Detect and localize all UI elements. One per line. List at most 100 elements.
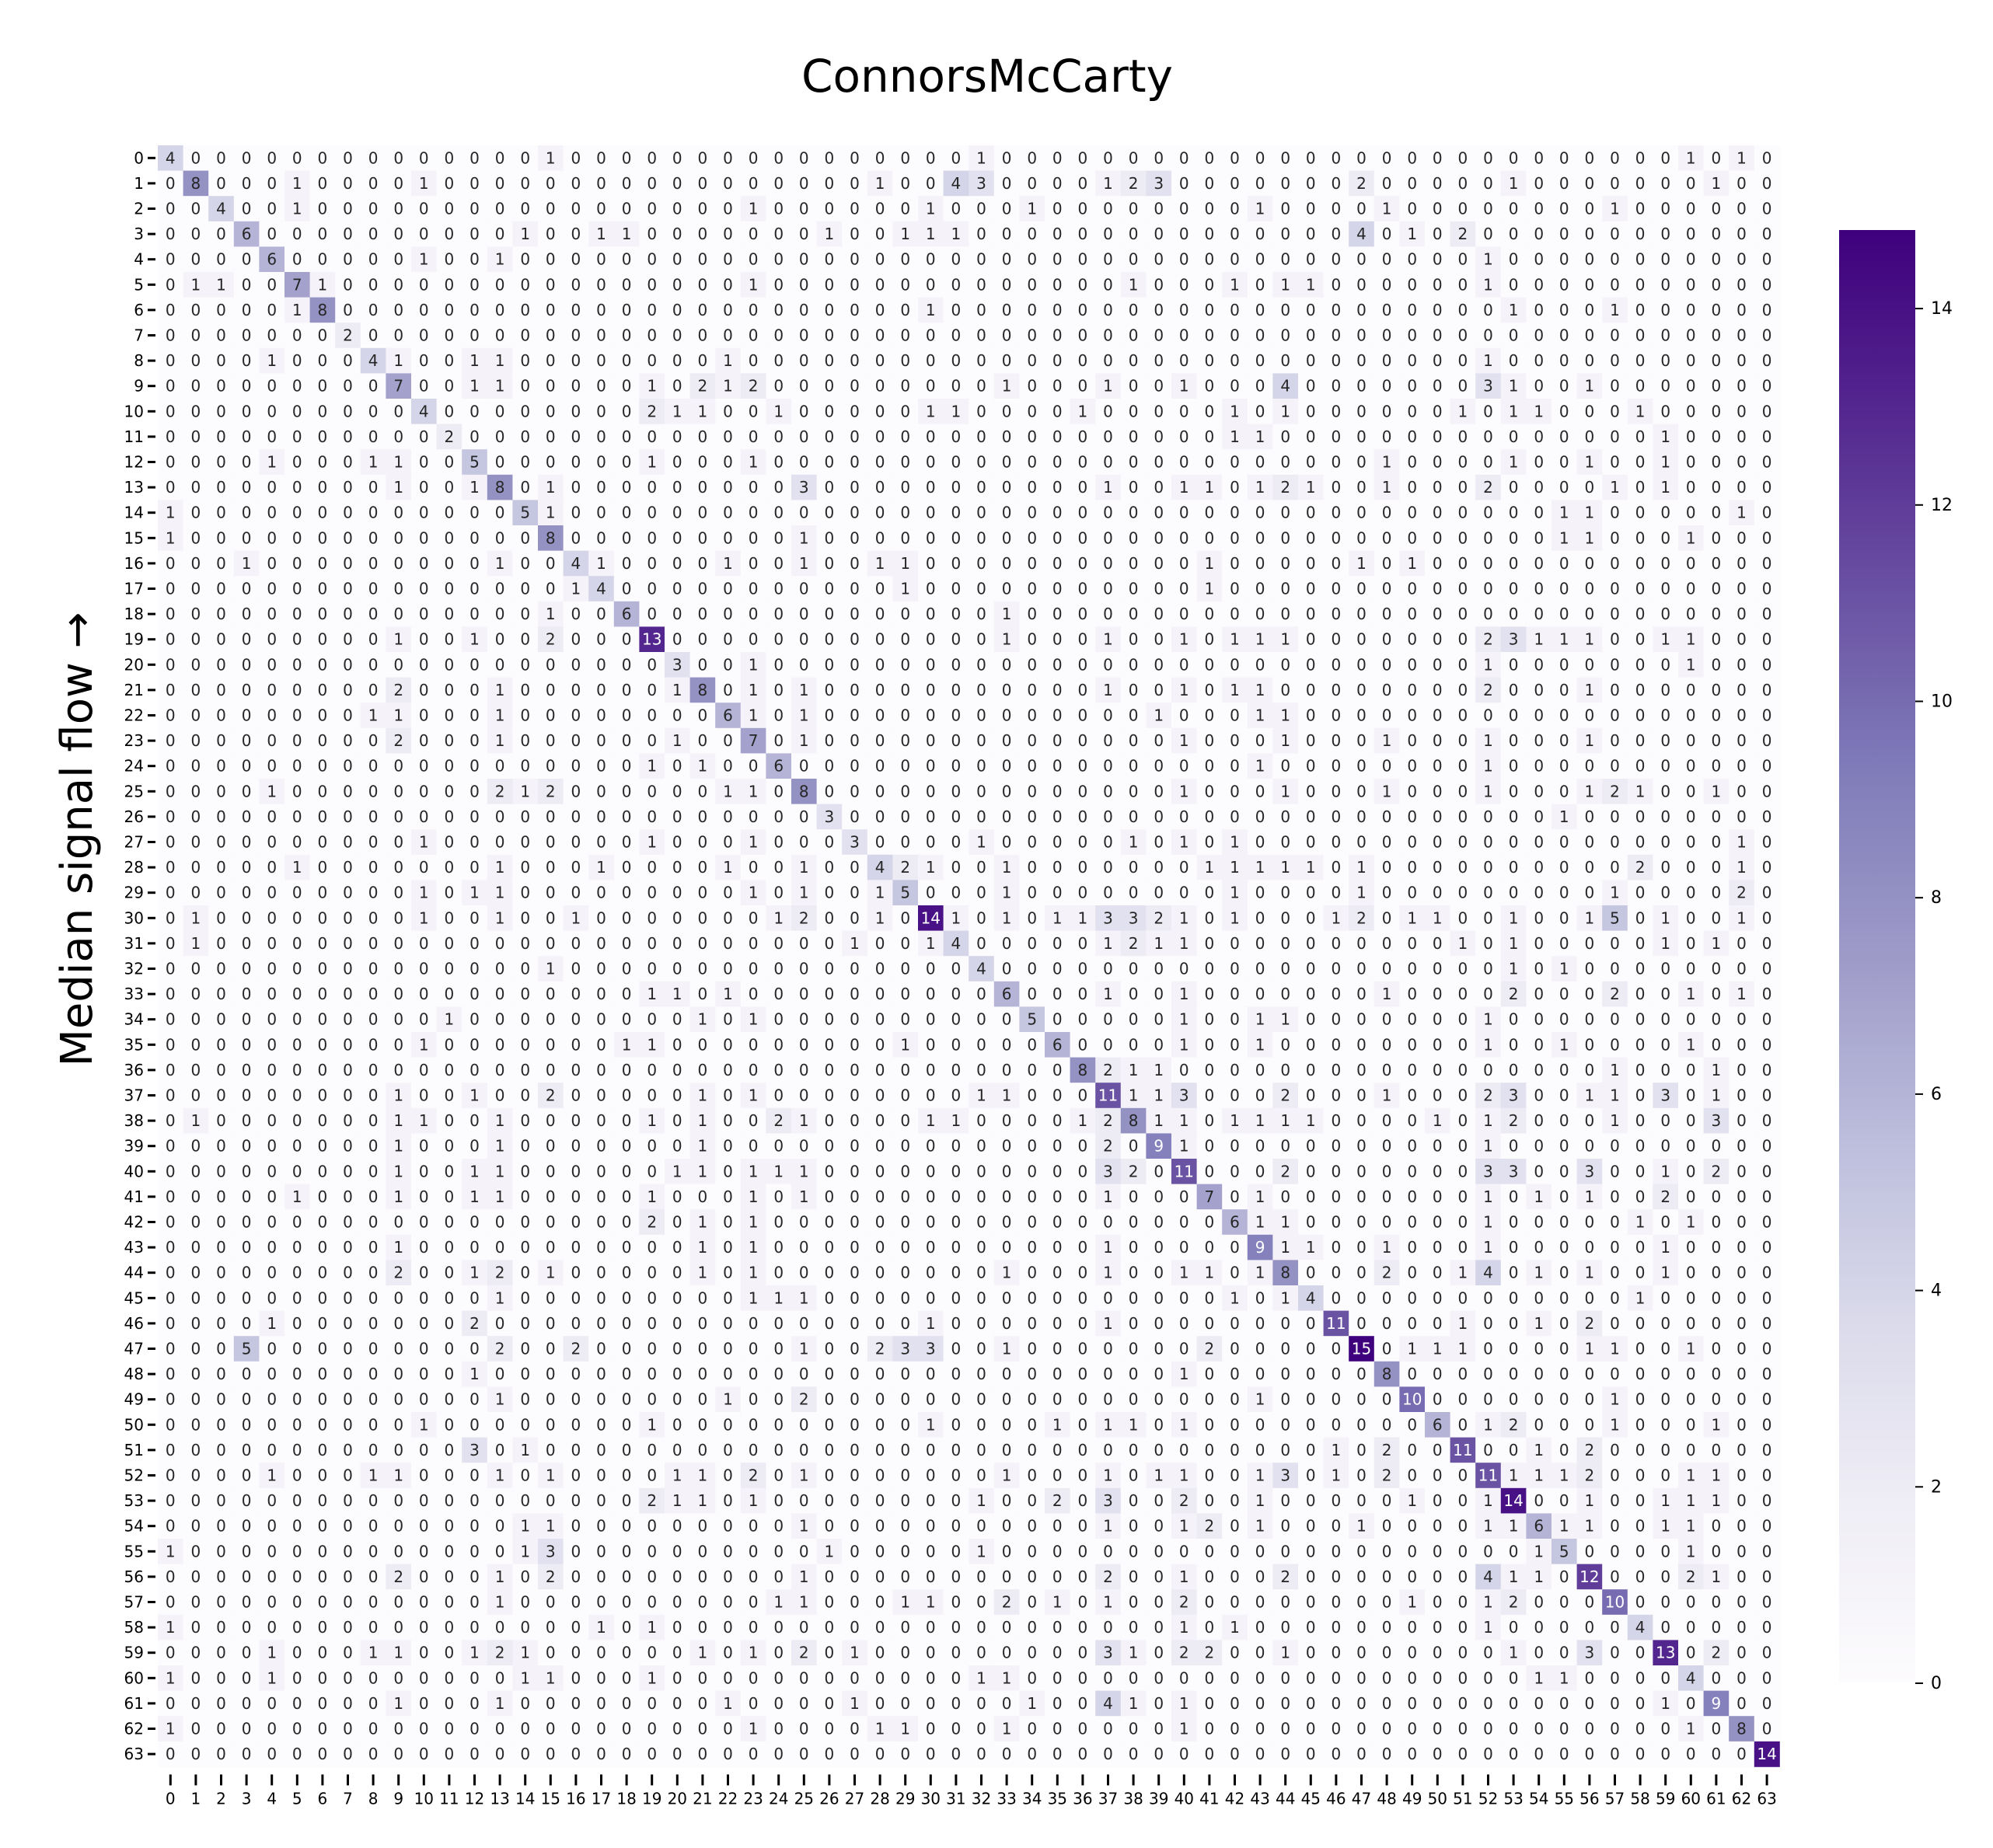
cell-value-label: 0 (1509, 478, 1519, 497)
cell-value-label: 0 (672, 174, 682, 193)
cell-value-label: 0 (1433, 402, 1443, 420)
cell-value-label: 0 (1154, 326, 1164, 345)
cell-value-label: 0 (1129, 250, 1139, 269)
heatmap-cell (1399, 145, 1426, 171)
cell-value-label: 1 (1382, 200, 1392, 218)
heatmap-cell (1602, 196, 1628, 222)
cell-value-label: 1 (875, 174, 885, 193)
cell-value-label: 0 (267, 174, 277, 193)
heatmap-cell (1272, 145, 1299, 171)
cell-value-label: 1 (469, 351, 480, 370)
cell-value-label: 2 (1280, 478, 1290, 497)
cell-value-label: 0 (1458, 478, 1468, 497)
cell-value-label: 0 (1103, 225, 1113, 243)
cell-value-label: 0 (318, 427, 328, 446)
cell-value-label: 0 (1762, 250, 1772, 269)
cell-value-label: 0 (267, 478, 277, 497)
cell-value-label: 0 (1205, 402, 1215, 420)
cell-value-label: 1 (1230, 427, 1240, 446)
cell-value-label: 0 (1382, 250, 1392, 269)
cell-value-label: 0 (1356, 351, 1366, 370)
cell-value-label: 0 (1534, 351, 1544, 370)
cell-value-label: 0 (571, 200, 581, 218)
cell-value-label: 0 (951, 453, 962, 472)
cell-value-label: 0 (1255, 402, 1265, 420)
cell-value-label: 0 (875, 478, 885, 497)
cell-value-label: 0 (1205, 250, 1215, 269)
heatmap-cell (1349, 196, 1375, 222)
cell-value-label: 0 (1356, 377, 1366, 396)
heatmap-cell (512, 221, 539, 247)
cell-value-label: 1 (166, 504, 176, 522)
cell-value-label: 0 (1002, 275, 1012, 294)
cell-value-label: 0 (1433, 250, 1443, 269)
heatmap-cell (1222, 221, 1248, 247)
cell-value-label: 0 (1686, 174, 1696, 193)
cell-value-label: 0 (1078, 250, 1088, 269)
cell-value-label: 0 (1712, 250, 1722, 269)
cell-value-label: 0 (520, 326, 530, 345)
cell-value-label: 0 (1205, 351, 1215, 370)
cell-value-label: 0 (1027, 301, 1037, 319)
cell-value-label: 0 (419, 148, 429, 167)
heatmap-cell (1146, 221, 1172, 247)
cell-value-label: 0 (393, 174, 403, 193)
cell-value-label: 0 (1610, 427, 1620, 446)
cell-value-label: 0 (799, 326, 809, 345)
cell-value-label: 0 (1712, 427, 1722, 446)
cell-value-label: 0 (1306, 453, 1316, 472)
heatmap-cell (1095, 145, 1122, 171)
cell-value-label: 0 (1509, 250, 1519, 269)
cell-value-label: 0 (926, 453, 936, 472)
heatmap-cell (1627, 196, 1653, 222)
cell-value-label: 6 (242, 225, 252, 243)
cell-value-label: 0 (698, 453, 708, 472)
cell-value-label: 0 (1585, 225, 1595, 243)
cell-value-label: 0 (1280, 250, 1290, 269)
cell-value-label: 0 (1660, 351, 1670, 370)
heatmap-cell (563, 145, 589, 171)
cell-value-label: 0 (1205, 148, 1215, 167)
heatmap-cell (1425, 170, 1450, 197)
cell-value-label: 0 (900, 326, 910, 345)
cell-value-label: 1 (1179, 478, 1189, 497)
cell-value-label: 0 (546, 275, 556, 294)
cell-value-label: 0 (1154, 301, 1164, 319)
cell-value-label: 0 (1483, 148, 1493, 167)
cell-value-label: 0 (1534, 301, 1544, 319)
cell-value-label: 0 (1407, 301, 1417, 319)
cell-value-label: 0 (343, 301, 353, 319)
cell-value-label: 1 (1635, 402, 1646, 420)
cell-value-label: 0 (1002, 250, 1012, 269)
cell-value-label: 0 (1712, 225, 1722, 243)
cell-value-label: 0 (1052, 148, 1063, 167)
cell-value-label: 1 (596, 225, 606, 243)
cell-value-label: 0 (1534, 275, 1544, 294)
heatmap-cell (1120, 145, 1147, 171)
heatmap-cell (1399, 170, 1426, 197)
cell-value-label: 0 (976, 200, 986, 218)
cell-value-label: 0 (1280, 351, 1290, 370)
cell-value-label: 1 (749, 275, 759, 294)
cell-value-label: 0 (1433, 275, 1443, 294)
cell-value-label: 1 (1306, 275, 1316, 294)
cell-value-label: 1 (393, 351, 403, 370)
cell-value-label: 4 (216, 200, 226, 218)
cell-value-label: 0 (976, 326, 986, 345)
cell-value-label: 2 (749, 377, 759, 396)
cell-value-label: 0 (1762, 326, 1772, 345)
heatmap-cell (689, 170, 716, 197)
heatmap-cell (1298, 196, 1324, 222)
cell-value-label: 0 (1078, 148, 1088, 167)
heatmap-cell (892, 196, 919, 222)
cell-value-label: 0 (850, 301, 860, 319)
heatmap-cell (259, 196, 285, 222)
cell-value-label: 0 (216, 301, 226, 319)
cell-value-label: 0 (1332, 225, 1342, 243)
heatmap-cell (918, 170, 944, 197)
cell-value-label: 0 (596, 275, 606, 294)
cell-value-label: 0 (1306, 174, 1316, 193)
cell-value-label: 0 (1736, 351, 1747, 370)
cell-value-label: 0 (1635, 326, 1646, 345)
cell-value-label: 0 (900, 200, 910, 218)
